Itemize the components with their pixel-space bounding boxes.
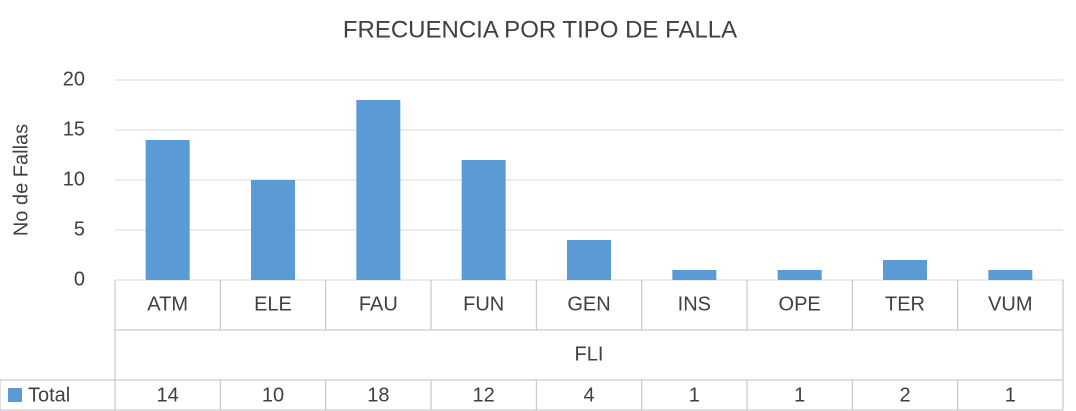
y-tick-label: 10 [63, 168, 85, 190]
bar [777, 270, 822, 280]
bar [356, 100, 401, 280]
bar [145, 140, 190, 280]
x-tick-label: OPE [779, 293, 821, 315]
legend-key [8, 388, 22, 402]
y-tick-label: 15 [63, 118, 85, 140]
chart-title: FRECUENCIA POR TIPO DE FALLA [343, 16, 737, 43]
bar [251, 180, 295, 280]
table-value: 1 [1005, 384, 1016, 406]
table-value: 1 [689, 384, 700, 406]
y-tick-label: 20 [63, 68, 85, 90]
bar [988, 270, 1033, 280]
table-value: 10 [262, 384, 284, 406]
table-value: 1 [794, 384, 805, 406]
x-tick-label: ATM [147, 293, 188, 315]
bar [461, 160, 506, 280]
x-tick-label: INS [678, 293, 711, 315]
bar [672, 270, 717, 280]
table-value: 2 [899, 384, 910, 406]
table-value: 14 [157, 384, 179, 406]
y-tick-label: 0 [74, 268, 85, 290]
x-tick-label: VUM [988, 293, 1032, 315]
table-value: 4 [583, 384, 594, 406]
x-tick-label: TER [885, 293, 925, 315]
bar [883, 260, 927, 280]
table-value: 12 [473, 384, 495, 406]
legend-label: Total [28, 384, 70, 406]
x-axis-title: FLI [575, 343, 604, 365]
x-tick-label: ELE [254, 293, 292, 315]
table-value: 18 [367, 384, 389, 406]
x-tick-label: GEN [567, 293, 610, 315]
bar [567, 240, 611, 280]
y-axis-title: No de Fallas [10, 124, 32, 236]
x-tick-label: FUN [463, 293, 504, 315]
x-tick-label: FAU [359, 293, 398, 315]
y-tick-label: 5 [74, 218, 85, 240]
